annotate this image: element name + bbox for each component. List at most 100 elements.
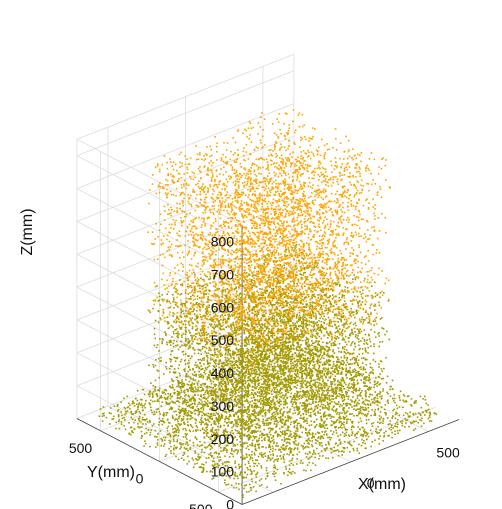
data-point [372,422,375,424]
data-point [324,328,326,330]
data-point [171,415,174,417]
data-point [340,356,342,359]
data-point [184,427,187,430]
data-point [200,394,202,396]
data-point [199,287,201,289]
data-point [403,400,406,403]
data-point [216,417,219,420]
data-point [299,462,302,464]
data-point [293,398,296,401]
data-point [349,300,352,302]
data-point [260,355,263,357]
data-point [268,389,271,392]
data-point [353,368,356,370]
data-point [400,420,402,423]
data-point [241,420,243,422]
data-point [311,443,313,446]
data-point [210,412,213,415]
data-point [235,378,238,380]
data-point [373,343,375,345]
data-point [133,421,135,424]
data-point [275,382,277,384]
data-point [365,363,368,366]
data-point [183,383,185,385]
data-point [294,322,297,325]
data-point [224,300,227,302]
data-point [296,370,299,373]
data-point [199,466,202,468]
data-point [276,455,278,457]
data-point [345,434,347,437]
data-point [268,444,271,446]
data-point [351,400,354,403]
data-point [226,322,228,324]
data-point [109,407,112,409]
data-point [163,443,166,445]
data-point [244,361,247,364]
data-point [362,362,364,364]
data-point [232,394,234,397]
data-point [174,402,176,404]
data-point [337,306,340,308]
data-point [182,428,185,430]
data-point [322,379,324,381]
data-point [190,400,192,402]
data-point [201,444,204,446]
data-point [213,378,215,380]
data-point [196,405,198,408]
data-point [143,393,146,396]
data-point [155,411,158,413]
data-point [298,338,301,341]
data-point [327,441,330,443]
data-point [256,459,259,462]
data-point [326,394,328,396]
data-point [149,390,151,393]
data-point [229,315,231,317]
data-point [368,321,371,323]
data-point [320,347,323,350]
data-point [213,344,216,347]
data-point [294,447,296,449]
data-point [302,317,305,320]
data-point [256,385,259,388]
data-point [254,375,257,378]
data-point [290,471,292,474]
data-point [237,402,239,405]
data-point [135,403,138,406]
data-point [332,344,335,347]
data-point [301,377,303,380]
data-point [227,434,229,436]
data-point [362,401,364,403]
data-point [245,338,248,340]
data-point [252,396,255,399]
data-point [337,337,340,339]
data-point [245,398,248,401]
data-point [212,414,215,417]
data-point [355,387,357,390]
data-point [205,289,207,292]
data-point [288,464,291,467]
data-point [204,400,206,403]
data-point [303,421,305,423]
data-point [338,395,340,398]
data-point [206,435,208,437]
data-point [291,376,293,378]
data-point [309,456,311,459]
data-point [202,407,205,409]
data-point [401,424,404,427]
data-point [260,478,263,480]
data-point [378,422,381,425]
data-point [225,370,228,372]
data-point [230,380,232,382]
data-point [300,344,302,346]
data-point [150,382,152,384]
data-point [227,437,230,439]
data-point [305,306,308,308]
data-point [181,381,183,383]
data-point [282,368,285,370]
data-point [269,446,271,448]
data-point [204,308,207,310]
data-point [233,358,235,360]
data-point [305,407,307,409]
data-point [176,440,178,443]
